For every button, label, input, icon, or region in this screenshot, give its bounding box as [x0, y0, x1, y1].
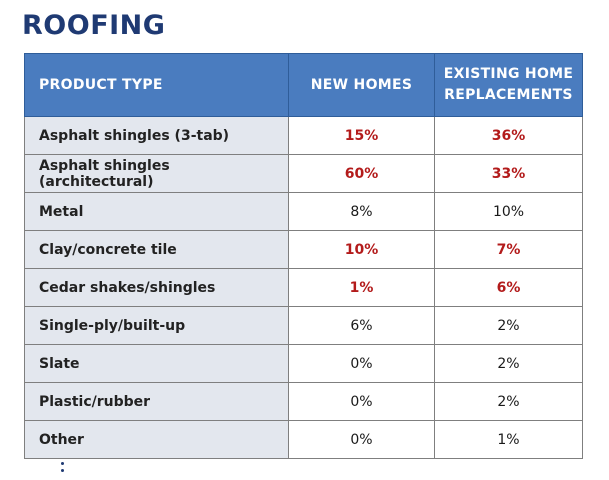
existing-replacements-value: 2% — [434, 306, 583, 345]
product-name: Other — [24, 420, 289, 459]
existing-replacements-value: 1% — [434, 420, 583, 459]
table-row: Cedar shakes/shingles 1% 6% — [24, 268, 583, 307]
page-title: ROOFING — [22, 10, 166, 41]
table-row: Asphalt shingles (3-tab) 15% 36% — [24, 116, 583, 155]
existing-replacements-value: 33% — [434, 154, 583, 193]
new-homes-value: 10% — [288, 230, 435, 269]
header-new-homes: NEW HOMES — [288, 53, 435, 117]
new-homes-value: 0% — [288, 420, 435, 459]
product-name: Cedar shakes/shingles — [24, 268, 289, 307]
existing-replacements-value: 36% — [434, 116, 583, 155]
roofing-table: PRODUCT TYPE NEW HOMES EXISTING HOME REPL… — [24, 53, 583, 459]
header-existing-line2: REPLACEMENTS — [444, 87, 573, 103]
product-name: Plastic/rubber — [24, 382, 289, 421]
more-indicator-icon — [61, 462, 65, 478]
table-row: Single-ply/built-up 6% 2% — [24, 306, 583, 345]
header-existing-line1: EXISTING HOME — [443, 66, 574, 82]
existing-replacements-value: 2% — [434, 382, 583, 421]
existing-replacements-value: 6% — [434, 268, 583, 307]
new-homes-value: 1% — [288, 268, 435, 307]
table-row: Other 0% 1% — [24, 420, 583, 459]
product-name: Metal — [24, 192, 289, 231]
table-row: Plastic/rubber 0% 2% — [24, 382, 583, 421]
table-row: Clay/concrete tile 10% 7% — [24, 230, 583, 269]
product-name: Asphalt shingles (3-tab) — [24, 116, 289, 155]
new-homes-value: 6% — [288, 306, 435, 345]
new-homes-value: 60% — [288, 154, 435, 193]
new-homes-value: 0% — [288, 344, 435, 383]
product-name: Clay/concrete tile — [24, 230, 289, 269]
product-name: Slate — [24, 344, 289, 383]
product-name: Single-ply/built-up — [24, 306, 289, 345]
existing-replacements-value: 2% — [434, 344, 583, 383]
table-row: Slate 0% 2% — [24, 344, 583, 383]
new-homes-value: 0% — [288, 382, 435, 421]
header-product-type: PRODUCT TYPE — [24, 53, 289, 117]
new-homes-value: 15% — [288, 116, 435, 155]
table-row: Metal 8% 10% — [24, 192, 583, 231]
table-row: Asphalt shingles (architectural) 60% 33% — [24, 154, 583, 193]
existing-replacements-value: 7% — [434, 230, 583, 269]
existing-replacements-value: 10% — [434, 192, 583, 231]
product-name: Asphalt shingles (architectural) — [24, 154, 289, 193]
table-header-row: PRODUCT TYPE NEW HOMES EXISTING HOME REPL… — [24, 53, 583, 117]
new-homes-value: 8% — [288, 192, 435, 231]
header-existing-home-replacements: EXISTING HOME REPLACEMENTS — [434, 53, 583, 117]
